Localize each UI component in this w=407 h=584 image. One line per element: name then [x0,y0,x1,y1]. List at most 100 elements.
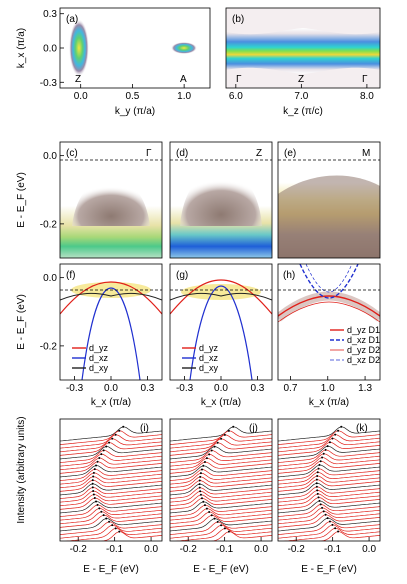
panel-c-ylabel: E - E_F (eV) [16,172,27,228]
panel-f-xlabel: k_x (π/a) [91,397,131,408]
edc-peak-marker [118,530,121,533]
xtick-label: 6.0 [229,91,243,102]
edc-peak-marker [98,507,101,510]
edc-peak-marker [108,520,111,523]
xtick-label: 0.0 [74,91,88,102]
edc-curve [60,518,162,532]
edc-curve [60,508,162,521]
xtick-label: 0.3 [250,383,264,394]
panel-g-legend: d_yzd_xzd_xy [182,343,219,373]
panel-c-band-dome [72,176,150,226]
xtick-label: 7.0 [294,91,308,102]
xtick-label: -0.3 [176,383,194,394]
edc-curve [278,457,380,471]
edc-peak-marker [111,437,114,440]
panel-f-curve-dxz [81,287,141,380]
xtick-label: -0.2 [288,544,306,555]
panel-k-xlabel: E - E_F (eV) [301,564,357,575]
edc-peak-marker [108,441,111,444]
panel-c-frame [59,141,163,259]
edc-peak-marker [91,479,94,482]
edc-curve [170,465,272,478]
panel-g-intensity-ridge [181,284,261,300]
panel-i-ticks: -0.2 -0.1 0.0 [70,537,158,555]
edc-peak-marker [105,517,108,520]
panel-g: -0.3 0.0 0.3 d_yzd_xzd_xy (g) k_x (π/a) [169,263,273,408]
edc-peak-marker [111,524,114,527]
edc-curve [278,500,380,514]
edc-peak-marker [337,530,340,533]
edc-peak-marker [95,500,98,503]
panel-e-band [278,175,380,258]
panel-g-xlabel: k_x (π/a) [201,397,241,408]
edc-curve [278,507,380,521]
edc-peak-marker [227,429,230,432]
xtick-label: -0.2 [180,544,198,555]
edc-peak-marker [220,437,223,440]
ytick-label: -0.3 [40,78,58,89]
panel-g-ticks: -0.3 0.0 0.3 [176,376,265,394]
edc-curve [60,524,162,539]
edc-peak-marker [92,471,95,474]
edc-peak-marker [114,433,117,436]
edc-curve [211,531,272,541]
edc-peak-marker [122,425,125,428]
panel-b-label: (b) [232,14,244,25]
edc-peak-marker [216,441,219,444]
edc-peak-marker [203,504,206,507]
edc-curve [60,434,162,449]
edc-curve [174,528,272,541]
edc-curve [278,475,380,489]
panel-a-intensity-spot-a [171,42,197,54]
panel-a-annotation-a: A [180,74,187,85]
edc-peak-marker [223,527,226,530]
edc-curve [60,514,162,528]
edc-curve [278,514,380,528]
edc-curve [60,494,162,507]
edc-peak-marker [208,453,211,456]
edc-peak-marker [198,483,201,486]
edc-peak-marker [334,433,337,436]
edc-curve [170,442,272,456]
panel-g-plot-area [170,264,272,380]
panel-j: -0.2 -0.1 0.0 (j) E - E_F (eV) [169,418,273,575]
edc-curve [170,521,272,535]
panel-b-frame [225,7,381,89]
edc-peak-marker [210,514,213,517]
panel-g-curve-dyz [170,279,272,315]
edc-curve [282,527,380,541]
edc-curve [170,490,272,503]
edc-peak-marker [199,475,202,478]
panel-f-label: (f) [66,270,75,281]
panel-a-label: (a) [66,14,78,25]
panel-f-ylabel: E - E_F (eV) [16,294,27,350]
panel-a-ticks: 0.0 0.5 1.0 0.3 0.0 -0.3 [40,9,192,102]
legend-entry: d_xz D2 [347,355,380,365]
panel-j-label: (j) [249,423,258,434]
legend-entry: d_yz [199,343,219,353]
edc-curve [170,480,272,492]
edc-curve [278,517,380,532]
ytick-label: 0.3 [43,9,57,20]
edc-peak-marker [220,524,223,527]
xtick-label: -0.1 [106,544,124,555]
panel-i: -0.2 -0.1 0.0 (i) E - E_F (eV) Intensity (… [16,416,163,575]
panel-g-curve-dxz [189,285,253,380]
panel-a-intensity-spot-z [69,19,89,77]
edc-curve [60,490,162,503]
edc-curve [170,508,272,521]
edc-peak-marker [199,472,202,475]
edc-curve [60,511,162,525]
xtick-label: 0.0 [144,544,158,555]
edc-curve [60,479,162,492]
edc-peak-marker [232,425,235,428]
panel-b: 6.0 7.0 8.0 (b) Γ Z Γ k_z (π/c) [225,7,381,117]
edc-peak-marker [203,460,206,463]
legend-entry: d_xz D1 [347,335,380,345]
edc-curve [278,510,380,525]
panel-i-edc-curves [60,425,162,541]
panel-c-label: (c) [66,148,78,159]
edc-curve [60,521,162,535]
panel-h-curves [278,264,380,323]
panel-a-xlabel: k_y (π/a) [115,106,155,117]
